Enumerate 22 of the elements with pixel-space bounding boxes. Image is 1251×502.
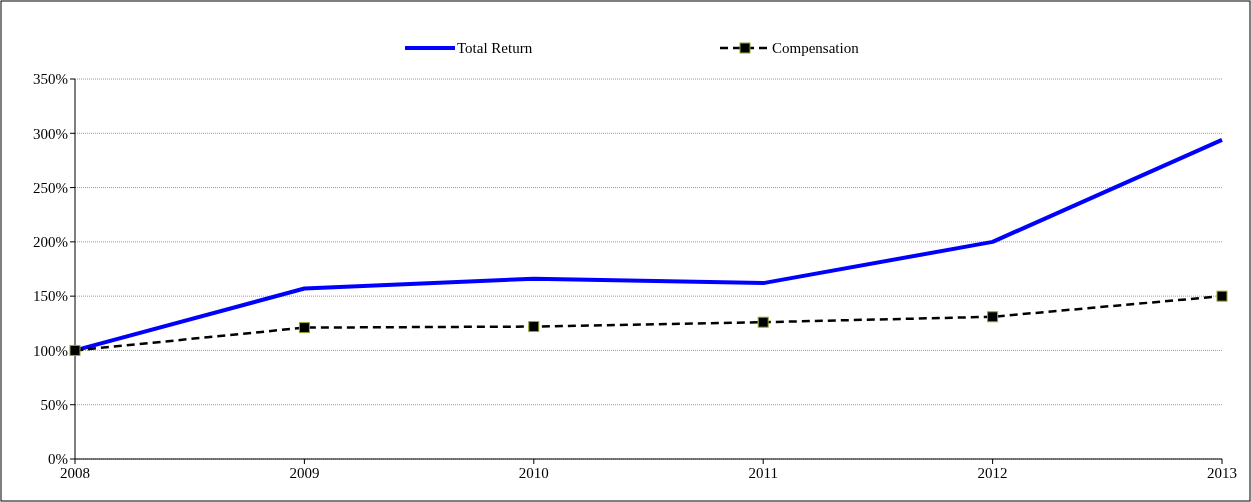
point (987, 311, 999, 323)
point (757, 316, 769, 328)
x-tick-label: 2012 (977, 465, 1008, 481)
y-tick-label: 350% (33, 71, 68, 88)
y-tick-label: 300% (33, 125, 68, 142)
point (298, 322, 310, 334)
legend-label: Compensation (772, 40, 860, 57)
y-tick-label: 200% (33, 234, 68, 251)
x-tick-label: 2009 (289, 465, 320, 481)
legend-label: Total Return (457, 40, 533, 57)
x-tick-label: 2013 (1207, 465, 1237, 481)
point (69, 344, 81, 356)
point (1216, 290, 1228, 302)
y-tick-label: 0% (48, 451, 68, 468)
x-tick-label: 2011 (748, 465, 778, 481)
point (528, 321, 540, 333)
x-tick-label: 2010 (518, 465, 549, 481)
x-tick-label: 2008 (60, 465, 90, 481)
y-tick-label: 100% (33, 342, 68, 359)
y-tick-label: 150% (33, 288, 68, 305)
y-tick-label: 250% (33, 179, 68, 196)
y-tick-label: 50% (40, 396, 68, 413)
